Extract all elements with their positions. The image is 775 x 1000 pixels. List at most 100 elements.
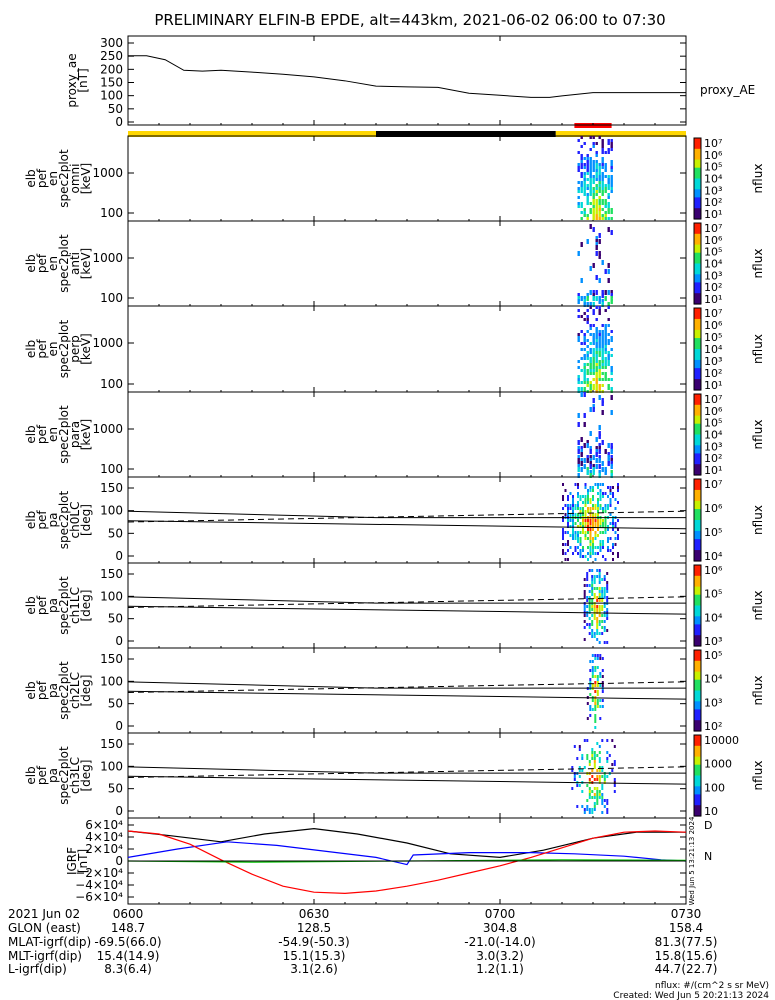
y-axis-label-line: [deg] (79, 760, 93, 792)
spectrogram-cell (580, 498, 582, 501)
ephemeris-value: 1.2(1.1) (476, 962, 524, 976)
spectrogram-cell (605, 290, 607, 295)
time-axis-row-label: 2021 Jun 02 (8, 907, 80, 921)
spectrogram-cell (594, 575, 596, 578)
spectrogram-cell (585, 501, 587, 504)
spectrogram-cell (611, 160, 613, 163)
y-tick-label: 1000 (92, 422, 123, 436)
spectrogram-cell (590, 407, 592, 412)
spectrogram-cell (587, 217, 589, 220)
spectrogram-cell (587, 492, 589, 495)
spectrogram-cell (596, 214, 598, 217)
spectrogram-cell (606, 599, 608, 602)
spectrogram-cell (592, 540, 594, 543)
spectrogram-cell (599, 434, 601, 439)
spectrogram-cell (596, 339, 598, 342)
spectrogram-cell (599, 572, 601, 575)
spectrogram-cell (599, 214, 601, 217)
spectrogram-cell (605, 336, 607, 339)
spectrogram-cell (611, 339, 613, 342)
spectrogram-cell (596, 629, 598, 632)
spectrogram-cell (605, 169, 607, 172)
y-tick-label: 150 (100, 567, 123, 581)
spectrogram-cell (565, 504, 567, 507)
spectrogram-cell (594, 808, 596, 811)
spectrogram-cell (587, 378, 589, 381)
spectrogram-cell (596, 205, 598, 208)
colorbar-tick-label: 10¹ (704, 379, 722, 392)
spectrogram-cell (591, 569, 593, 572)
spectrogram-cell (589, 693, 591, 696)
colorbar-tick-label: 10¹ (704, 464, 722, 477)
spectrogram-cell (602, 342, 604, 345)
spectrogram-cell (587, 369, 589, 372)
spectrogram-cell (604, 590, 606, 593)
spectrogram-cell (614, 784, 616, 787)
spectrogram-cell (578, 187, 580, 190)
spectrogram-cell (594, 766, 596, 769)
spectrogram-cell (599, 614, 601, 617)
colorbar-tick-label: 10⁴ (704, 550, 723, 563)
spectrogram-cell (599, 348, 601, 351)
spectrogram-cell (599, 178, 601, 181)
spectrogram-cell (611, 211, 613, 214)
spectrogram-cell (599, 684, 601, 687)
spectrogram-cell (597, 705, 599, 708)
spectrogram-cell (592, 537, 594, 540)
spectrogram-cell (577, 495, 579, 498)
spectrogram-cell (611, 354, 613, 357)
spectrogram-cell (597, 534, 599, 537)
spectrogram-cell (597, 501, 599, 504)
spectrogram-cell (596, 775, 598, 778)
spectrogram-cell (596, 330, 598, 333)
spectrogram-cell (580, 510, 582, 513)
spectrogram-cell (593, 455, 595, 460)
spectrogram-cell (590, 360, 592, 363)
spectrogram-cell (587, 519, 589, 522)
spectrogram-cell (593, 175, 595, 178)
spectrogram-cell (584, 166, 586, 169)
spectrogram-cell (606, 739, 608, 742)
spectrogram-cell (590, 366, 592, 369)
y-tick-label: 50 (108, 782, 123, 796)
spectrogram-cell (602, 336, 604, 339)
dipole-marker: D (704, 819, 712, 832)
spectrogram-cell (585, 486, 587, 489)
spectrogram-cell (590, 184, 592, 187)
spectrogram-cell (610, 513, 612, 516)
spectrogram-cell (605, 378, 607, 381)
spectrogram-cell (581, 163, 583, 166)
spectrogram-cell (607, 528, 609, 531)
spectrogram-cell (612, 522, 614, 525)
spectrogram-cell (605, 333, 607, 336)
spectrogram-cell (602, 178, 604, 181)
spectrogram-cell (594, 720, 596, 723)
spectrogram-cell (584, 593, 586, 596)
spectrogram-cell (605, 504, 607, 507)
spectrogram-cell (586, 572, 588, 575)
spectrogram-cell (602, 699, 604, 702)
spectrogram-cell (587, 443, 589, 448)
spectrogram-cell (578, 163, 580, 166)
spectrogram-cell (592, 654, 594, 657)
spectrogram-cell (605, 351, 607, 354)
spectrogram-cell (567, 495, 569, 498)
colorbar-tick-label: 10³ (704, 696, 722, 709)
spectrogram-cell (602, 519, 604, 522)
spectrogram-cell (608, 339, 610, 342)
spectrogram-cell (590, 306, 592, 309)
spectrogram-cell (562, 537, 564, 540)
spectrogram-cell (599, 205, 601, 208)
spectrogram-cell (594, 669, 596, 672)
spectrogram-cell (587, 157, 589, 160)
spectrogram-cell (562, 531, 564, 534)
colorbar-label: nflux (751, 591, 765, 621)
spectrogram-cell (585, 510, 587, 513)
spectrogram-cell (594, 608, 596, 611)
spectrogram-cell (602, 384, 604, 387)
spectrogram-cell (587, 345, 589, 348)
spectrogram-cell (599, 166, 601, 169)
spectrogram-cell (582, 507, 584, 510)
spectrogram-cell (596, 217, 598, 220)
spectrogram-cell (587, 193, 589, 196)
